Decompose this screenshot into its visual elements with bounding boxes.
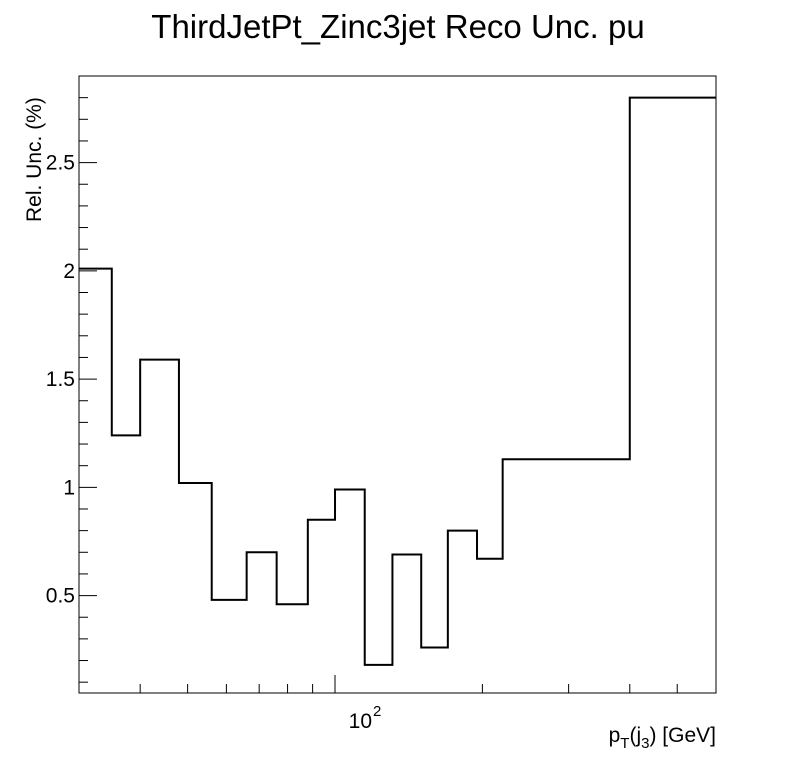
y-tick-label: 1 [63, 476, 75, 499]
x-tick-label-exponent: 2 [373, 703, 381, 720]
x-tick-label-base: 10 [349, 710, 372, 733]
y-tick-label: 2 [63, 260, 75, 283]
x-axis-label-sub-t: T [620, 735, 629, 752]
histogram-step-line [79, 96, 716, 666]
x-tick-labels: 10 2 [349, 703, 382, 733]
x-axis-label-rest: ) [GeV] [649, 724, 716, 747]
y-tick-label: 1.5 [46, 368, 75, 391]
plot-frame [78, 75, 717, 694]
x-axis-label: pT(j3) [GeV] [609, 724, 716, 752]
x-axis-ticks [139, 675, 678, 693]
x-axis-label-sub-3: 3 [641, 735, 649, 752]
chart-title: ThirdJetPt_Zinc3jet Reco Unc. pu [151, 8, 644, 45]
y-axis-label: Rel. Unc. (%) [23, 97, 46, 222]
y-axis-ticks: 0.5 1 1.5 2 2.5 [46, 75, 97, 683]
x-axis-label-paren: (j [629, 724, 641, 747]
y-tick-label: 0.5 [46, 585, 75, 608]
x-axis-label-p: p [609, 724, 621, 747]
y-tick-label: 2.5 [46, 152, 75, 175]
